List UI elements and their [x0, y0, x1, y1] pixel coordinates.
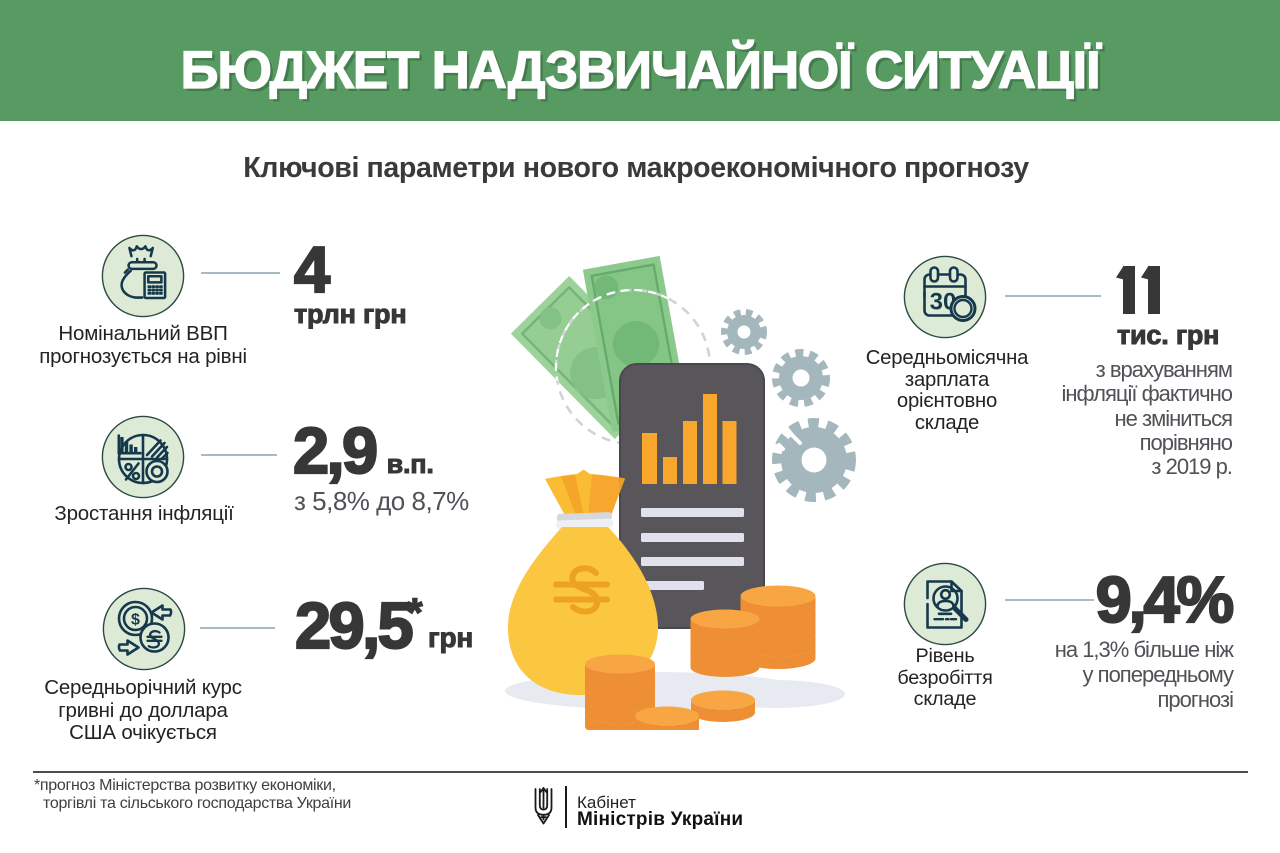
svg-text:$: $: [131, 612, 140, 629]
